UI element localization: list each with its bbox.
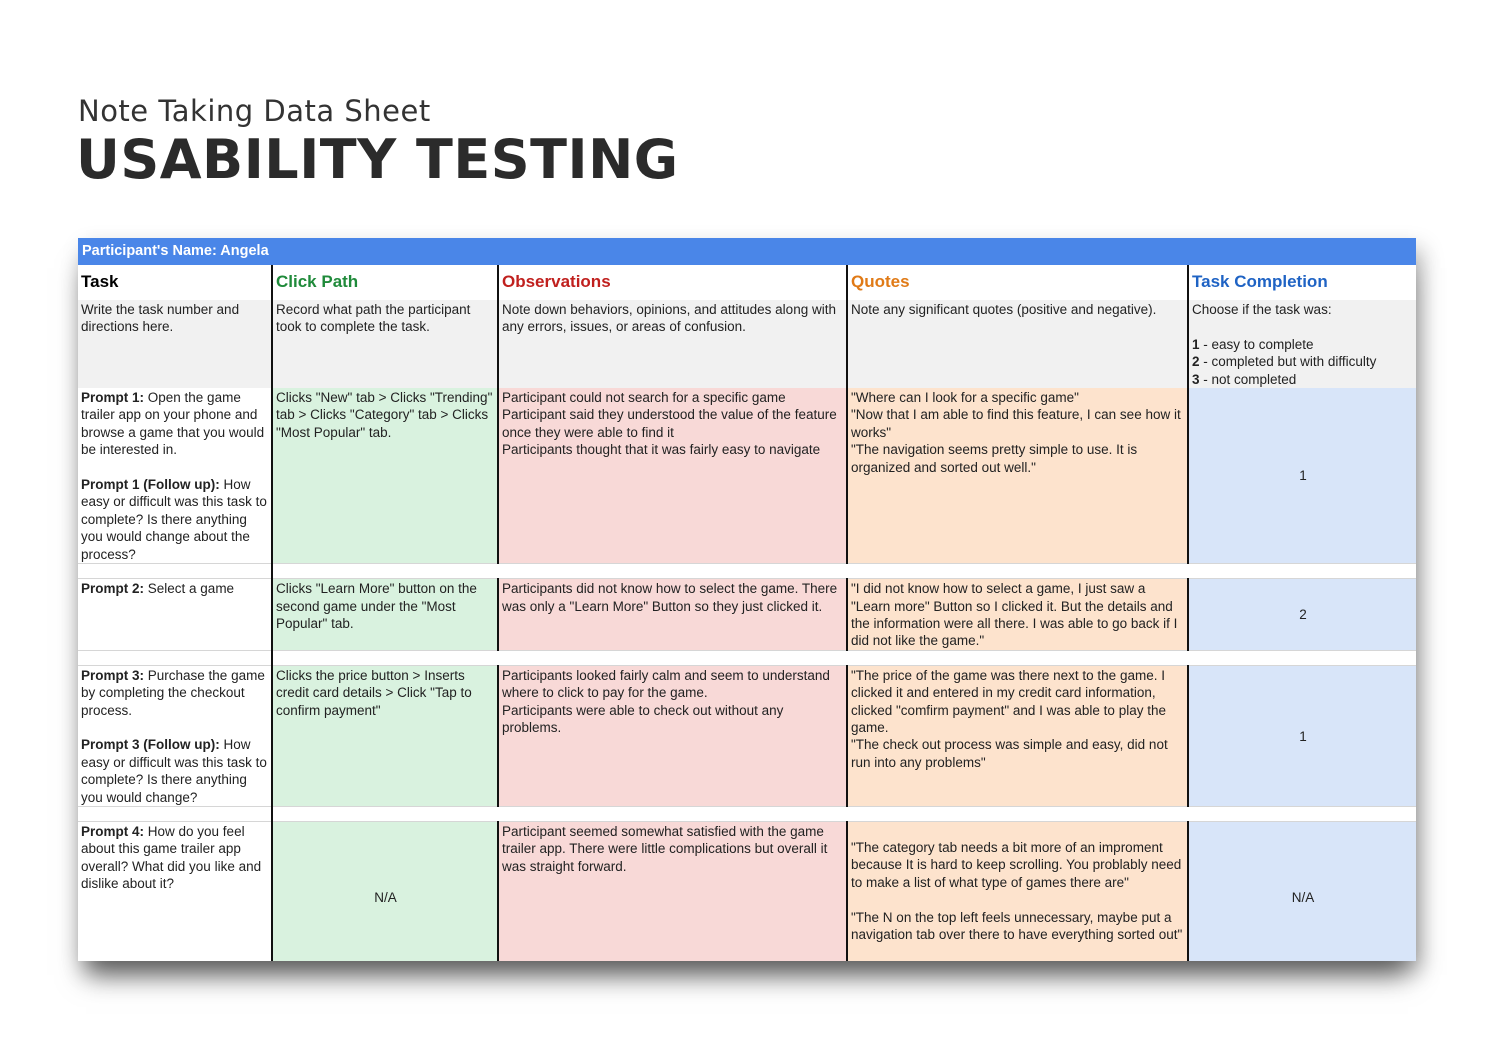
- description-observations: Note down behaviors, opinions, and attit…: [498, 300, 848, 389]
- completion-option: 1 - easy to complete: [1192, 336, 1314, 352]
- completion-cell: 1: [1188, 665, 1416, 807]
- page-subtitle: Note Taking Data Sheet: [78, 94, 431, 128]
- quotes-cell: "Where can I look for a specific game" "…: [847, 388, 1189, 564]
- column-header-task-completion: Task Completion: [1188, 265, 1416, 300]
- click-path-cell: Clicks "Learn More" button on the second…: [272, 578, 499, 651]
- quotes-cell: "The category tab needs a bit more of an…: [847, 821, 1189, 961]
- observations-cell: Participants looked fairly calm and seem…: [498, 665, 848, 807]
- click-path-cell: N/A: [272, 821, 499, 961]
- observations-cell: Participant seemed somewhat satisfied wi…: [498, 821, 848, 961]
- click-path-cell: Clicks "New" tab > Clicks "Trending" tab…: [272, 388, 499, 564]
- page-title: USABILITY TESTING: [76, 128, 679, 191]
- description-quotes: Note any significant quotes (positive an…: [847, 300, 1189, 389]
- column-header-task: Task: [78, 265, 273, 300]
- click-path-cell: Clicks the price button > Inserts credit…: [272, 665, 499, 807]
- task-cell: Prompt 1: Open the game trailer app on y…: [78, 388, 273, 564]
- observations-cell: Participants did not know how to select …: [498, 578, 848, 651]
- completion-option: 2 - completed but with difficulty: [1192, 354, 1377, 370]
- column-header-quotes: Quotes: [847, 265, 1189, 300]
- notes-table: Task Click Path Observations Quotes Task…: [78, 265, 1416, 961]
- completion-cell: 2: [1188, 578, 1416, 651]
- description-completion: Choose if the task was: 1 - easy to comp…: [1188, 300, 1416, 389]
- quotes-cell: "I did not know how to select a game, I …: [847, 578, 1189, 651]
- description-row: Write the task number and directions her…: [78, 300, 1416, 389]
- table-row: Prompt 4: How do you feel about this gam…: [78, 821, 1416, 961]
- table-row: Prompt 1: Open the game trailer app on y…: [78, 388, 1416, 564]
- completion-option: 3 - not completed: [1192, 371, 1297, 387]
- column-header-row: Task Click Path Observations Quotes Task…: [78, 265, 1416, 300]
- quotes-cell: "The price of the game was there next to…: [847, 665, 1189, 807]
- completion-cell: N/A: [1188, 821, 1416, 961]
- column-header-observations: Observations: [498, 265, 848, 300]
- completion-cell: 1: [1188, 388, 1416, 564]
- description-click-path: Record what path the participant took to…: [272, 300, 499, 389]
- participant-name-bar: Participant's Name: Angela: [78, 238, 1416, 265]
- table-row: Prompt 2: Select a game Clicks "Learn Mo…: [78, 578, 1416, 651]
- completion-intro: Choose if the task was:: [1192, 302, 1332, 317]
- observations-cell: Participant could not search for a speci…: [498, 388, 848, 564]
- column-header-click-path: Click Path: [272, 265, 499, 300]
- description-task: Write the task number and directions her…: [78, 300, 273, 389]
- data-sheet: Participant's Name: Angela Task Click Pa…: [78, 238, 1416, 961]
- task-cell: Prompt 2: Select a game: [78, 578, 273, 651]
- task-cell: Prompt 3: Purchase the game by completin…: [78, 665, 273, 807]
- table-row: Prompt 3: Purchase the game by completin…: [78, 665, 1416, 807]
- task-cell: Prompt 4: How do you feel about this gam…: [78, 821, 273, 961]
